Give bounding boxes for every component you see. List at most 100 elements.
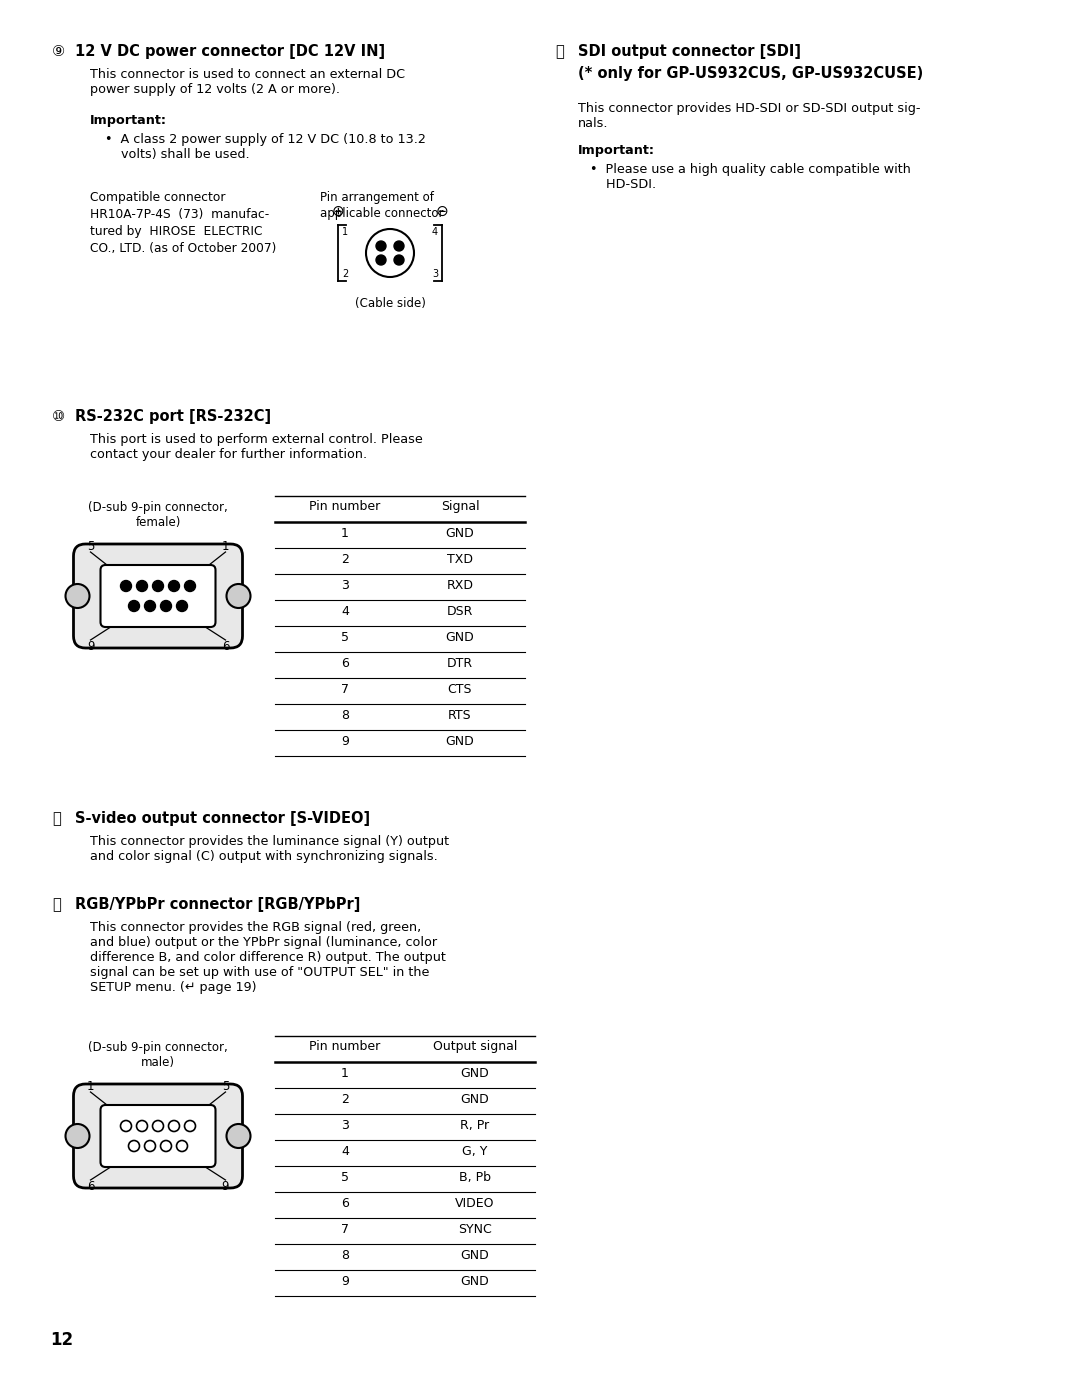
FancyBboxPatch shape [73, 1084, 243, 1188]
Text: CTS: CTS [448, 683, 472, 695]
Text: 12: 12 [50, 1330, 73, 1349]
Text: applicable connector: applicable connector [320, 207, 444, 220]
Text: 5: 5 [221, 1080, 229, 1093]
Circle shape [376, 241, 386, 250]
Text: GND: GND [446, 631, 474, 644]
Text: tured by  HIROSE  ELECTRIC: tured by HIROSE ELECTRIC [90, 225, 262, 238]
Text: TXD: TXD [447, 553, 473, 567]
FancyBboxPatch shape [100, 1105, 216, 1167]
Text: GND: GND [461, 1093, 489, 1107]
Text: HR10A-7P-4S  (73)  manufac-: HR10A-7P-4S (73) manufac- [90, 208, 269, 221]
Text: Pin number: Pin number [309, 499, 380, 513]
Text: 3: 3 [341, 1119, 349, 1132]
Text: SDI output connector [SDI]: SDI output connector [SDI] [578, 43, 801, 59]
Text: 5: 5 [341, 1171, 349, 1184]
Text: 5: 5 [86, 540, 94, 553]
Text: 7: 7 [341, 1223, 349, 1235]
Circle shape [394, 241, 404, 250]
Text: •  Please use a high quality cable compatible with
    HD-SDI.: • Please use a high quality cable compat… [590, 164, 910, 192]
Circle shape [185, 581, 195, 592]
Text: R, Pr: R, Pr [460, 1119, 489, 1132]
Text: Output signal: Output signal [433, 1039, 517, 1053]
Circle shape [129, 600, 139, 611]
Text: 1: 1 [341, 1067, 349, 1080]
Circle shape [176, 1140, 188, 1151]
Text: 6: 6 [341, 658, 349, 670]
Circle shape [152, 1121, 163, 1132]
Text: 4: 4 [341, 604, 349, 618]
Circle shape [227, 583, 251, 609]
Text: RS-232C port [RS-232C]: RS-232C port [RS-232C] [75, 409, 271, 424]
Text: ⑨: ⑨ [52, 43, 65, 59]
Circle shape [168, 581, 179, 592]
Text: DTR: DTR [447, 658, 473, 670]
Circle shape [121, 581, 132, 592]
Text: 7: 7 [341, 683, 349, 695]
Circle shape [145, 600, 156, 611]
Text: (Cable side): (Cable side) [354, 297, 426, 311]
Text: ⊕: ⊕ [332, 203, 345, 218]
Text: ⊖: ⊖ [435, 203, 448, 218]
FancyBboxPatch shape [100, 565, 216, 627]
Text: 6: 6 [221, 639, 229, 652]
Text: RTS: RTS [448, 709, 472, 722]
Circle shape [185, 1121, 195, 1132]
Text: G, Y: G, Y [462, 1144, 488, 1158]
Text: Compatible connector: Compatible connector [90, 192, 226, 204]
Text: ⑫: ⑫ [52, 897, 60, 912]
Text: RGB/YPbPr connector [RGB/YPbPr]: RGB/YPbPr connector [RGB/YPbPr] [75, 897, 361, 912]
Text: (D-sub 9-pin connector,
female): (D-sub 9-pin connector, female) [89, 501, 228, 529]
Text: This connector provides the luminance signal (Y) output
and color signal (C) out: This connector provides the luminance si… [90, 835, 449, 863]
Text: 1: 1 [341, 527, 349, 540]
Text: RXD: RXD [446, 579, 473, 592]
Text: 3: 3 [432, 269, 438, 278]
Text: 1: 1 [221, 540, 229, 553]
Text: (D-sub 9-pin connector,
male): (D-sub 9-pin connector, male) [89, 1041, 228, 1069]
Circle shape [129, 1140, 139, 1151]
Text: 8: 8 [341, 709, 349, 722]
Circle shape [66, 1123, 90, 1149]
Text: GND: GND [446, 527, 474, 540]
Text: This port is used to perform external control. Please
contact your dealer for fu: This port is used to perform external co… [90, 434, 422, 462]
Circle shape [394, 255, 404, 264]
Text: 2: 2 [341, 553, 349, 567]
Text: This connector is used to connect an external DC
power supply of 12 volts (2 A o: This connector is used to connect an ext… [90, 69, 405, 97]
Text: This connector provides HD-SDI or SD-SDI output sig-
nals.: This connector provides HD-SDI or SD-SDI… [578, 102, 920, 130]
Text: 2: 2 [342, 269, 348, 278]
Text: •  A class 2 power supply of 12 V DC (10.8 to 13.2
    volts) shall be used.: • A class 2 power supply of 12 V DC (10.… [105, 133, 426, 161]
Text: 9: 9 [86, 639, 94, 652]
Text: DSR: DSR [447, 604, 473, 618]
Text: CO., LTD. (as of October 2007): CO., LTD. (as of October 2007) [90, 242, 276, 255]
Circle shape [136, 581, 148, 592]
Text: 6: 6 [341, 1198, 349, 1210]
Text: 12 V DC power connector [DC 12V IN]: 12 V DC power connector [DC 12V IN] [75, 43, 386, 59]
Text: ⑪: ⑪ [52, 811, 60, 825]
Text: VIDEO: VIDEO [456, 1198, 495, 1210]
Text: 2: 2 [341, 1093, 349, 1107]
Text: 9: 9 [221, 1179, 229, 1192]
Circle shape [145, 1140, 156, 1151]
Text: Important:: Important: [90, 113, 167, 127]
Circle shape [66, 583, 90, 609]
Text: 6: 6 [86, 1179, 94, 1192]
Text: 4: 4 [432, 227, 438, 236]
Text: GND: GND [461, 1249, 489, 1262]
Circle shape [376, 255, 386, 264]
Text: 9: 9 [341, 734, 349, 748]
Circle shape [176, 600, 188, 611]
Circle shape [161, 600, 172, 611]
Text: B, Pb: B, Pb [459, 1171, 491, 1184]
Text: GND: GND [461, 1274, 489, 1288]
Circle shape [366, 229, 414, 277]
Text: Important:: Important: [578, 144, 654, 157]
Circle shape [161, 1140, 172, 1151]
Text: Pin arrangement of: Pin arrangement of [320, 192, 434, 204]
Text: GND: GND [446, 734, 474, 748]
Circle shape [121, 1121, 132, 1132]
Text: Signal: Signal [441, 499, 480, 513]
Text: GND: GND [461, 1067, 489, 1080]
Text: 8: 8 [341, 1249, 349, 1262]
Text: 5: 5 [341, 631, 349, 644]
Text: 4: 4 [341, 1144, 349, 1158]
Text: 9: 9 [341, 1274, 349, 1288]
